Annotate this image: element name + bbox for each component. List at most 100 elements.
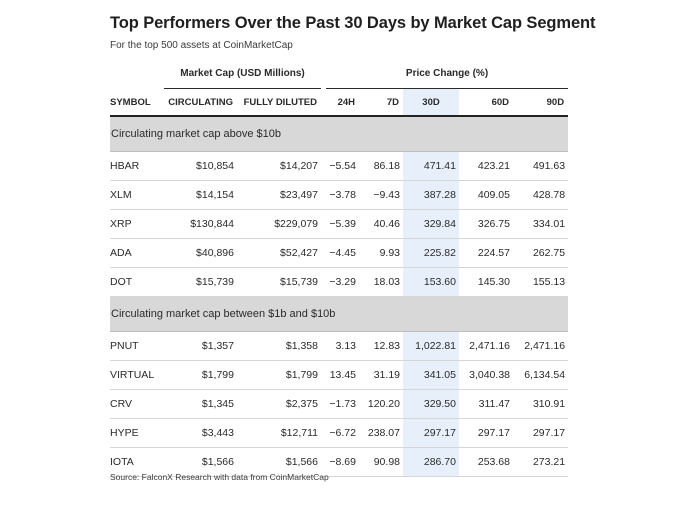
cell-gap — [321, 331, 326, 361]
section-header-row: Circulating market cap between $1b and $… — [110, 296, 569, 332]
cell-30d: 341.05 — [403, 360, 459, 390]
cell-symbol: IOTA — [110, 447, 164, 477]
cell-fully-diluted: $1,358 — [237, 331, 321, 361]
cell-30d: 225.82 — [403, 238, 459, 268]
cell-circulating: $1,345 — [164, 389, 237, 419]
cell-30d: 153.60 — [403, 267, 459, 297]
cell-circulating: $3,443 — [164, 418, 237, 448]
table-figure: Top Performers Over the Past 30 Days by … — [110, 14, 596, 477]
cell-7d: 120.20 — [359, 389, 403, 419]
cell-symbol: ADA — [110, 238, 164, 268]
cell-fully-diluted: $14,207 — [237, 151, 321, 181]
cell-fully-diluted: $1,566 — [237, 447, 321, 477]
cell-24h: −5.39 — [326, 209, 359, 239]
cell-24h: 13.45 — [326, 360, 359, 390]
cell-gap — [321, 151, 326, 181]
cell-30d: 297.17 — [403, 418, 459, 448]
table-row: ADA $40,896 $52,427 −4.45 9.93 225.82 224.57 26… — [110, 238, 569, 268]
column-header-60d: 60D — [459, 89, 513, 117]
section-header-row: Circulating market cap above $10b — [110, 116, 569, 152]
table-row: PNUT $1,357 $1,358 3.13 12.83 1,022.81 2,471.1… — [110, 331, 569, 361]
cell-90d: 273.21 — [513, 447, 569, 477]
cell-30d: 1,022.81 — [403, 331, 459, 361]
table-row: HBAR $10,854 $14,207 −5.54 86.18 471.41 423.21… — [110, 151, 569, 181]
group-header-price-change-label: Price Change (%) — [326, 60, 569, 89]
cell-fully-diluted: $229,079 — [237, 209, 321, 239]
cell-24h: −5.54 — [326, 151, 359, 181]
cell-gap — [321, 360, 326, 390]
cell-60d: 145.30 — [459, 267, 513, 297]
cell-90d: 6,134.54 — [513, 360, 569, 390]
cell-7d: 18.03 — [359, 267, 403, 297]
cell-60d: 3,040.38 — [459, 360, 513, 390]
section-header: Circulating market cap above $10b — [110, 116, 569, 152]
cell-circulating: $1,799 — [164, 360, 237, 390]
cell-gap — [321, 180, 326, 210]
cell-7d: −9.43 — [359, 180, 403, 210]
cell-7d: 40.46 — [359, 209, 403, 239]
table-row: HYPE $3,443 $12,711 −6.72 238.07 297.17 297.17… — [110, 418, 569, 448]
cell-symbol: DOT — [110, 267, 164, 297]
cell-symbol: VIRTUAL — [110, 360, 164, 390]
cell-symbol: CRV — [110, 389, 164, 419]
column-header-7d: 7D — [359, 89, 403, 117]
cell-60d: 326.75 — [459, 209, 513, 239]
cell-symbol: HBAR — [110, 151, 164, 181]
cell-60d: 2,471.16 — [459, 331, 513, 361]
cell-7d: 9.93 — [359, 238, 403, 268]
cell-30d: 387.28 — [403, 180, 459, 210]
column-header-30d: 30D — [403, 89, 459, 117]
cell-gap — [321, 389, 326, 419]
section-header: Circulating market cap between $1b and $… — [110, 296, 569, 332]
group-header-blank — [110, 60, 164, 89]
column-header-symbol: SYMBOL — [110, 89, 164, 117]
cell-60d: 409.05 — [459, 180, 513, 210]
cell-circulating: $1,357 — [164, 331, 237, 361]
group-header-market-cap-label: Market Cap (USD Millions) — [164, 60, 321, 89]
cell-30d: 329.50 — [403, 389, 459, 419]
cell-circulating: $40,896 — [164, 238, 237, 268]
cell-60d: 224.57 — [459, 238, 513, 268]
cell-gap — [321, 267, 326, 297]
cell-circulating: $15,739 — [164, 267, 237, 297]
column-header-gap — [321, 89, 326, 117]
table-row: DOT $15,739 $15,739 −3.29 18.03 153.60 145.30 1… — [110, 267, 569, 297]
table-row: IOTA $1,566 $1,566 −8.69 90.98 286.70 253.68 27… — [110, 447, 569, 477]
cell-24h: −4.45 — [326, 238, 359, 268]
cell-24h: −3.29 — [326, 267, 359, 297]
column-header-circulating: CIRCULATING — [164, 89, 237, 117]
cell-gap — [321, 447, 326, 477]
cell-90d: 2,471.16 — [513, 331, 569, 361]
cell-90d: 334.01 — [513, 209, 569, 239]
column-header-row: SYMBOL CIRCULATING FULLY DILUTED 24H 7D … — [110, 89, 569, 117]
chart-title: Top Performers Over the Past 30 Days by … — [110, 14, 596, 32]
cell-60d: 423.21 — [459, 151, 513, 181]
section-label: Circulating market cap between $1b and $… — [111, 308, 336, 320]
cell-30d: 286.70 — [403, 447, 459, 477]
cell-24h: −3.78 — [326, 180, 359, 210]
cell-gap — [321, 238, 326, 268]
cell-7d: 238.07 — [359, 418, 403, 448]
cell-circulating: $14,154 — [164, 180, 237, 210]
cell-60d: 253.68 — [459, 447, 513, 477]
column-header-fully-diluted: FULLY DILUTED — [237, 89, 321, 117]
cell-circulating: $130,844 — [164, 209, 237, 239]
cell-symbol: HYPE — [110, 418, 164, 448]
source-note: Source: FalconX Research with data from … — [110, 472, 329, 482]
group-header-price-change: Price Change (%) — [326, 60, 569, 89]
cell-gap — [321, 209, 326, 239]
cell-fully-diluted: $2,375 — [237, 389, 321, 419]
cell-90d: 310.91 — [513, 389, 569, 419]
cell-7d: 12.83 — [359, 331, 403, 361]
group-header-row: Market Cap (USD Millions) Price Change (… — [110, 60, 569, 89]
cell-60d: 297.17 — [459, 418, 513, 448]
cell-symbol: XRP — [110, 209, 164, 239]
group-header-market-cap: Market Cap (USD Millions) — [164, 60, 321, 89]
cell-7d: 86.18 — [359, 151, 403, 181]
cell-7d: 90.98 — [359, 447, 403, 477]
table-body: Circulating market cap above $10b HBAR $10… — [110, 116, 569, 477]
cell-24h: −6.72 — [326, 418, 359, 448]
cell-30d: 471.41 — [403, 151, 459, 181]
cell-7d: 31.19 — [359, 360, 403, 390]
cell-gap — [321, 418, 326, 448]
